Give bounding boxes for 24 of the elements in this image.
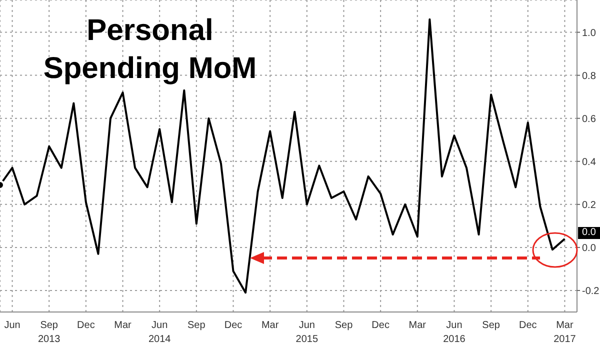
x-tick-label: Mar [114, 320, 132, 331]
y-tick-label: 0.0 [582, 243, 596, 254]
x-tick-label: Jun 2016 [443, 320, 466, 345]
x-tick-label: Sep 2013 [38, 320, 61, 345]
x-tick-label: Dec [224, 320, 242, 331]
x-tick-label: Mar [408, 320, 427, 331]
x-tick-label: Jun 2014 [148, 320, 172, 345]
y-tick-label: 0.8 [582, 70, 596, 82]
x-tick-label: Dec [77, 320, 95, 331]
x-tick-label: Sep [482, 320, 500, 331]
y-tick-label: -0.2 [582, 286, 600, 298]
y-tick-label: 1.0 [582, 28, 596, 39]
x-tick-label: Jun [4, 320, 20, 331]
x-tick-label: Dec [518, 320, 537, 331]
x-tick-label: Mar 2017 [554, 320, 576, 345]
x-tick-label: Jun 2015 [296, 320, 318, 345]
y-tick-label: 0.2 [582, 200, 596, 211]
text: Personal Spending MoM [42, 13, 258, 87]
x-tick-label: Mar [261, 320, 280, 331]
x-tick-label: Sep [334, 320, 354, 331]
x-tick-label: Sep [188, 320, 206, 331]
y-tick-label: 0.4 [582, 156, 596, 168]
x-tick-label: Dec [372, 320, 390, 331]
y-tick-label: 0.6 [582, 114, 596, 125]
